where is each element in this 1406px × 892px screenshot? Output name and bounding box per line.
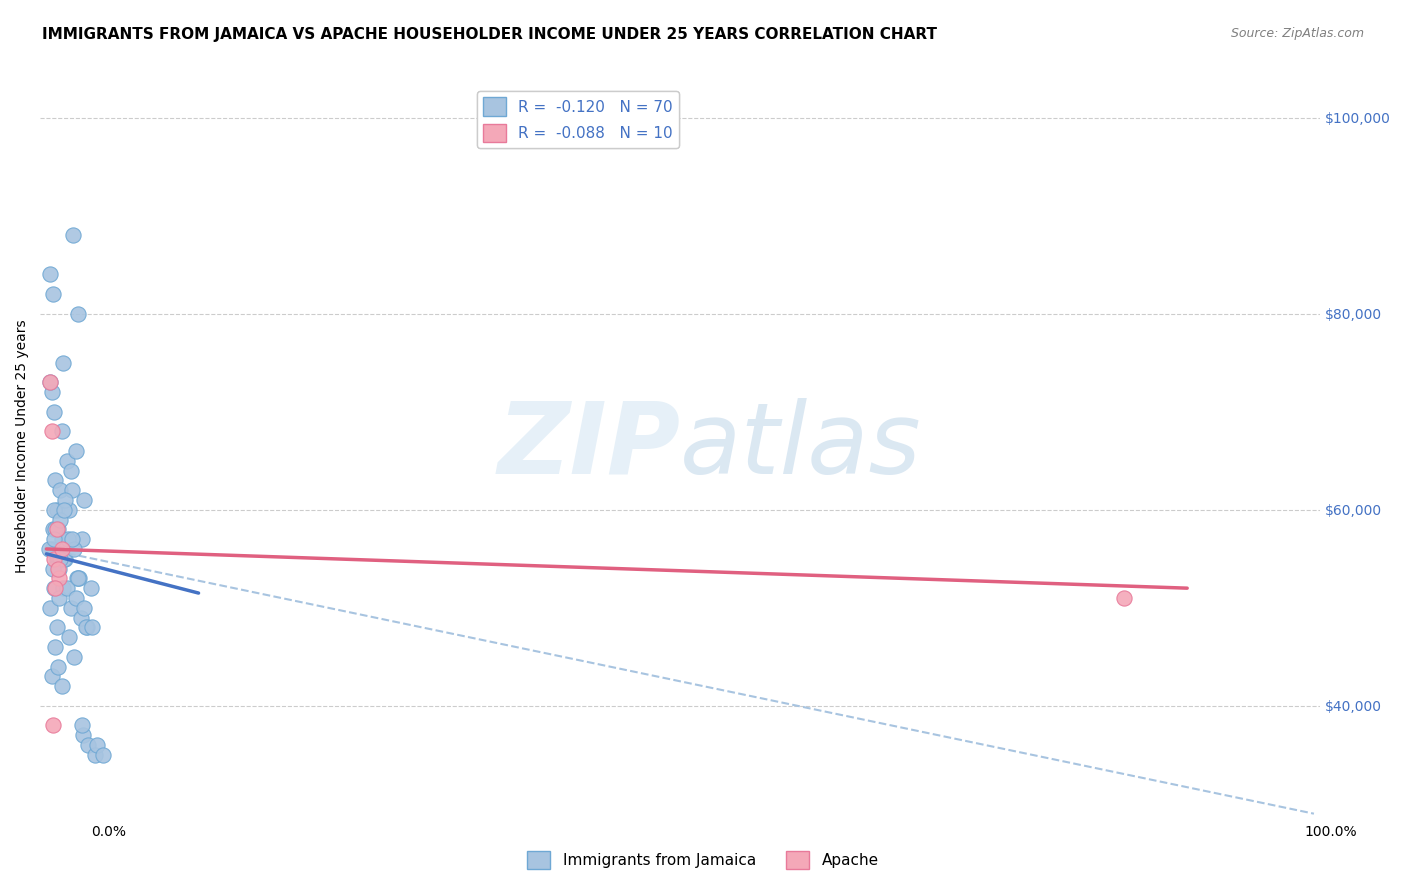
Point [49, 483, 72, 497]
Point [60, 532, 83, 546]
Point [42, 581, 65, 595]
Point [45, 551, 67, 566]
Point [59, 600, 82, 615]
Text: ZIP: ZIP [498, 398, 681, 494]
Point [44, 581, 66, 595]
Point [80, 581, 103, 595]
Point [55, 492, 77, 507]
Point [1112, 591, 1135, 605]
Point [39, 268, 62, 282]
Point [42, 551, 65, 566]
Text: 0.0%: 0.0% [91, 825, 127, 839]
Point [51, 679, 73, 693]
Point [72, 728, 94, 742]
Y-axis label: Householder Income Under 25 years: Householder Income Under 25 years [15, 319, 30, 573]
Point [39, 376, 62, 390]
Text: atlas: atlas [681, 398, 922, 494]
Point [75, 620, 97, 634]
Point [44, 522, 66, 536]
Point [46, 551, 69, 566]
Point [70, 532, 93, 546]
Legend: R =  -0.120   N = 70, R =  -0.088   N = 10: R = -0.120 N = 70, R = -0.088 N = 10 [477, 91, 679, 148]
Point [51, 541, 73, 556]
Point [76, 620, 98, 634]
Point [58, 630, 80, 644]
Point [48, 551, 70, 566]
Point [59, 463, 82, 477]
Point [56, 532, 79, 546]
Point [73, 600, 96, 615]
Point [55, 453, 77, 467]
Point [55, 581, 77, 595]
Point [42, 287, 65, 301]
Point [45, 620, 67, 634]
Point [93, 747, 115, 762]
Point [38, 541, 60, 556]
Point [48, 591, 70, 605]
Point [48, 561, 70, 575]
Point [44, 640, 66, 654]
Point [48, 571, 70, 585]
Point [65, 443, 87, 458]
Point [67, 571, 90, 585]
Point [83, 747, 105, 762]
Point [80, 620, 103, 634]
Point [44, 473, 66, 487]
Point [51, 532, 73, 546]
Point [67, 571, 90, 585]
Point [46, 561, 69, 575]
Point [52, 356, 75, 370]
Point [39, 376, 62, 390]
Point [49, 512, 72, 526]
Point [52, 581, 75, 595]
Point [70, 718, 93, 732]
Text: Source: ZipAtlas.com: Source: ZipAtlas.com [1230, 27, 1364, 40]
Point [41, 669, 63, 683]
Point [60, 483, 83, 497]
Point [46, 522, 69, 536]
Point [41, 425, 63, 439]
Point [39, 600, 62, 615]
Point [62, 228, 84, 243]
Point [42, 532, 65, 546]
Point [42, 718, 65, 732]
Point [69, 610, 91, 624]
Point [42, 522, 65, 536]
Point [53, 551, 76, 566]
Point [77, 738, 100, 752]
Text: IMMIGRANTS FROM JAMAICA VS APACHE HOUSEHOLDER INCOME UNDER 25 YEARS CORRELATION : IMMIGRANTS FROM JAMAICA VS APACHE HOUSEH… [42, 27, 938, 42]
Point [46, 659, 69, 673]
Point [55, 551, 77, 566]
Point [63, 541, 86, 556]
Point [42, 502, 65, 516]
Point [63, 649, 86, 664]
Point [45, 502, 67, 516]
Point [45, 522, 67, 536]
Point [41, 385, 63, 400]
Legend: Immigrants from Jamaica, Apache: Immigrants from Jamaica, Apache [522, 845, 884, 875]
Point [65, 591, 87, 605]
Point [66, 571, 89, 585]
Point [58, 502, 80, 516]
Point [51, 425, 73, 439]
Text: 100.0%: 100.0% [1305, 825, 1357, 839]
Point [53, 502, 76, 516]
Point [42, 405, 65, 419]
Point [42, 561, 65, 575]
Point [49, 551, 72, 566]
Point [73, 492, 96, 507]
Point [67, 307, 90, 321]
Point [86, 738, 108, 752]
Point [41, 541, 63, 556]
